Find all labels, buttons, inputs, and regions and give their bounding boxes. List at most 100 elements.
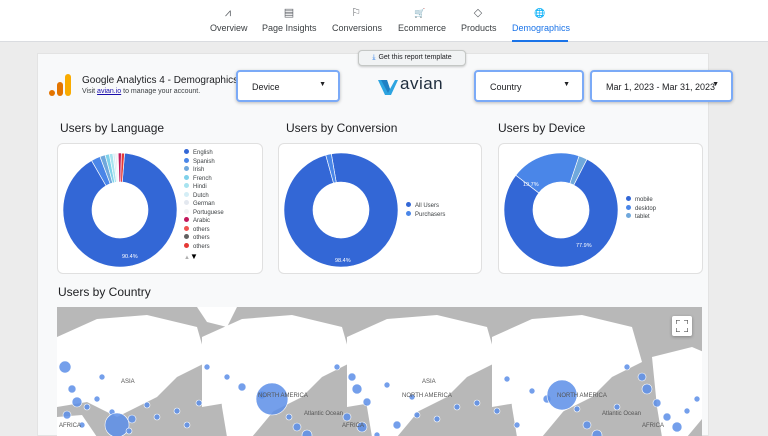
nav-tab-ecommerce[interactable]: 🛒 Ecommerce [398,6,446,40]
user-bubble[interactable] [652,398,662,408]
legend-item[interactable]: Dutch [184,191,224,201]
country-map[interactable]: ASIA NORTH AMERICA AFRICA Atlantic Ocean… [57,307,702,436]
user-bubble[interactable] [433,415,441,423]
legend-item[interactable]: Spanish [184,157,224,167]
user-bubble[interactable] [292,422,302,432]
user-bubble[interactable] [195,399,203,407]
user-bubble[interactable] [623,363,631,371]
user-bubble[interactable] [356,421,368,433]
donut-slice-english[interactable] [62,152,178,268]
nav-tab-demographics[interactable]: 🌐 Demographics [512,6,571,42]
legend-item[interactable]: All Users [406,202,445,211]
nav-tab-page-insights[interactable]: ▤ Page Insights [262,6,317,40]
user-bubble[interactable] [693,395,701,403]
user-bubble[interactable] [67,384,77,394]
user-bubble[interactable] [71,396,83,408]
user-bubble[interactable] [347,372,357,382]
user-bubble[interactable] [237,382,247,392]
legend-item[interactable]: Arabic [184,217,224,226]
donut-slice-others[interactable] [120,152,125,183]
user-bubble[interactable] [473,399,481,407]
user-bubble[interactable] [671,421,683,433]
user-bubble[interactable] [255,382,289,416]
user-bubble[interactable] [503,375,511,383]
user-bubble[interactable] [546,379,578,411]
user-bubble[interactable] [641,383,653,395]
legend-item[interactable]: French [184,174,224,184]
user-bubble[interactable] [173,407,181,415]
avian-link[interactable]: avian.io [97,88,122,95]
date-range-picker[interactable]: Mar 1, 2023 - Mar 31, 2023 ▼ [590,70,733,102]
nav-tab-overview[interactable]: ⩘ Overview [210,6,248,40]
user-bubble[interactable] [333,363,341,371]
user-bubble[interactable] [342,412,352,422]
legend-swatch [626,196,631,201]
user-bubble[interactable] [78,421,86,429]
user-bubble[interactable] [362,397,372,407]
nav-tab-products[interactable]: ◇ Products [461,6,497,40]
legend-label: Purchasers [415,211,446,218]
user-bubble[interactable] [408,393,416,401]
dropdown-caret-icon: ▼ [712,81,719,88]
user-bubble[interactable] [153,413,161,421]
user-bubble[interactable] [351,383,363,395]
user-bubble[interactable] [93,395,101,403]
user-bubble[interactable] [58,360,72,374]
nav-tab-conversions[interactable]: ⚐ Conversions [332,6,382,40]
dropdown-caret-icon: ▼ [563,81,570,88]
user-bubble[interactable] [582,420,592,430]
user-bubble[interactable] [613,403,621,411]
user-bubble[interactable] [125,427,133,435]
user-bubble[interactable] [392,420,402,430]
user-bubble[interactable] [203,363,211,371]
country-filter-dropdown[interactable]: Country ▼ [474,70,584,102]
user-bubble[interactable] [104,412,130,436]
legend-item[interactable]: desktop [626,204,656,214]
google-analytics-logo [49,74,71,96]
legend-pagination[interactable]: ▲▼ [184,252,224,261]
user-bubble[interactable] [413,411,421,419]
legend-item[interactable]: others [184,242,224,252]
user-bubble[interactable] [98,373,106,381]
user-bubble[interactable] [683,407,691,415]
legend-item[interactable]: German [184,200,224,209]
legend-item[interactable]: English [184,149,224,158]
donut-slice-tablet[interactable] [569,155,588,186]
user-bubble[interactable] [528,387,536,395]
fullscreen-button[interactable] [672,316,692,336]
legend-item[interactable]: Purchasers [406,210,446,220]
legend-item[interactable]: Irish [184,166,224,175]
legend-item[interactable]: tablet [626,213,656,222]
user-bubble[interactable] [143,401,151,409]
legend-prev-icon[interactable]: ▲ [184,255,190,261]
user-bubble[interactable] [383,381,391,389]
donut-slice-purchasers[interactable] [325,153,337,184]
user-bubble[interactable] [662,412,672,422]
user-bubble[interactable] [591,429,603,436]
legend-item[interactable]: others [184,225,224,235]
user-bubble[interactable] [301,429,313,436]
legend-item[interactable]: others [184,234,224,243]
legend-item[interactable]: Hindi [184,183,224,192]
user-bubble[interactable] [285,413,293,421]
legend-item[interactable]: Portuguese [184,208,224,218]
device-filter-dropdown[interactable]: Device ▼ [236,70,340,102]
user-bubble[interactable] [573,405,581,413]
user-bubble[interactable] [62,410,72,420]
legend-item[interactable]: mobile [626,196,656,205]
legend-swatch [184,149,189,154]
user-bubble[interactable] [183,421,191,429]
user-bubble[interactable] [223,373,231,381]
nav-tab-label: Demographics [512,23,571,33]
user-bubble[interactable] [513,421,521,429]
legend-next-icon[interactable]: ▼ [189,252,198,261]
user-bubble[interactable] [127,414,137,424]
donut-slice-all-users[interactable] [283,152,399,268]
get-template-button[interactable]: ⤓ Get this report template [358,50,466,66]
user-bubble[interactable] [83,403,91,411]
user-bubble[interactable] [637,372,647,382]
user-bubble[interactable] [373,431,381,436]
user-bubble[interactable] [493,407,501,415]
donut-slice-mobile[interactable] [503,158,619,268]
user-bubble[interactable] [453,403,461,411]
